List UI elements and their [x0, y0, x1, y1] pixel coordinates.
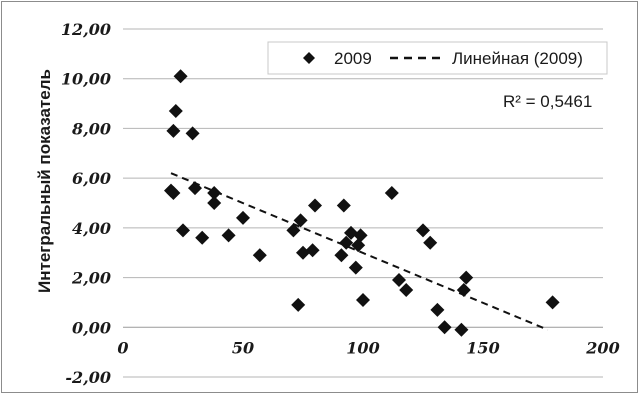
data-point-diamond	[423, 235, 438, 250]
x-tick-label: 0	[117, 338, 128, 357]
data-point-diamond	[293, 213, 308, 228]
legend-series-label: 2009	[334, 49, 372, 68]
data-point-diamond	[166, 186, 181, 201]
data-point-diamond	[291, 297, 306, 312]
data-point-diamond	[168, 104, 183, 119]
data-point-diamond	[437, 320, 452, 335]
data-point-diamond	[384, 186, 399, 201]
r-squared-annotation: R² = 0,5461	[503, 92, 592, 111]
y-tick-label: -2,00	[65, 368, 111, 387]
data-point-diamond	[545, 295, 560, 310]
data-point-diamond	[339, 235, 354, 250]
y-tick-label: 2,00	[71, 269, 111, 288]
data-point-diamond	[430, 302, 445, 317]
trendline	[170, 172, 549, 331]
gridlines	[123, 28, 603, 378]
data-point-diamond	[252, 248, 267, 263]
y-tick-label: 8,00	[71, 119, 111, 138]
data-point-diamond	[286, 223, 301, 238]
x-tick-label: 150	[466, 338, 499, 357]
data-point-diamond	[351, 238, 366, 253]
data-point-diamond	[334, 248, 349, 263]
data-point-diamond	[416, 223, 430, 238]
y-tick-label: 10,00	[61, 70, 111, 89]
x-tick-label: 100	[346, 338, 379, 357]
data-point-diamond	[185, 126, 200, 141]
y-tick-label: 0,00	[72, 318, 111, 337]
data-point-diamond	[195, 230, 210, 245]
trendline-path	[170, 172, 549, 331]
data-point-diamond	[221, 228, 236, 243]
y-tick-label: 4,00	[72, 219, 111, 238]
x-tick-label: 50	[232, 338, 254, 357]
data-point-diamond	[296, 245, 310, 260]
y-tick-labels: -2,00 0,00 2,00 4,00 6,00 8,00 10,00 12,00	[61, 20, 111, 387]
data-point-diamond	[236, 210, 250, 225]
data-point-diamond	[459, 270, 474, 285]
data-point-diamond	[173, 69, 188, 84]
data-point-diamond	[308, 198, 322, 213]
x-tick-label: 200	[585, 338, 619, 357]
data-point-diamond	[399, 283, 414, 297]
data-point-diamond	[176, 223, 190, 238]
data-point-diamond	[207, 196, 222, 210]
data-point-diamond	[305, 243, 320, 258]
y-tick-label: 6,00	[72, 169, 111, 188]
x-tick-labels: 0 50 100 150 200	[117, 338, 619, 357]
data-point-diamond	[336, 198, 351, 213]
legend: 2009 Линейная (2009)	[267, 41, 608, 75]
data-point-diamond	[353, 228, 368, 243]
data-point-diamond	[356, 292, 370, 307]
y-tick-label: 12,00	[61, 20, 111, 39]
data-point-diamond	[454, 322, 469, 337]
data-point-diamond	[392, 273, 406, 288]
legend-diamond-marker	[303, 52, 315, 64]
data-point-diamond	[166, 123, 181, 138]
legend-trend-label: Линейная (2009)	[452, 49, 583, 68]
data-points	[164, 69, 560, 337]
y-axis-title: Интегральный показатель	[35, 69, 54, 293]
data-point-diamond	[344, 225, 358, 240]
data-point-diamond	[348, 260, 363, 275]
